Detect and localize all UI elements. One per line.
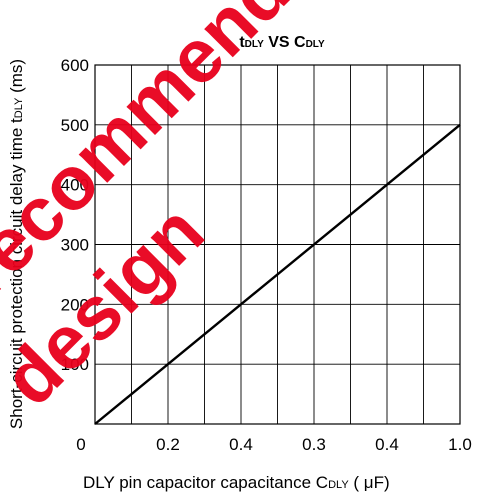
x-axis-label: DLY pin capacitor capacitance CDLY ( μF) (83, 473, 390, 492)
series-line (94, 123, 461, 425)
y-axis-label-unit: (ms) (7, 59, 26, 98)
x-tick-label: 0 (76, 435, 85, 454)
y-tick-label: 600 (61, 56, 89, 75)
x-tick-label: 0.2 (156, 435, 180, 454)
watermark: recommend design (0, 0, 307, 422)
y-tick-label: 100 (61, 355, 89, 374)
y-tick-label: 500 (61, 116, 89, 135)
title-part-t: t (239, 34, 245, 51)
title-sub-dly-2: DLY (306, 39, 325, 50)
x-axis-label-sub: DLY (328, 479, 349, 491)
x-tick-label: 0.4 (375, 435, 399, 454)
x-tick-label: 0.4 (229, 435, 253, 454)
x-tick-label: 1.0 (448, 435, 472, 454)
x-tick-label: 0.3 (302, 435, 326, 454)
title-part-vs-c: VS C (264, 34, 306, 51)
y-axis-label: Short-circuit protection circuit delay t… (7, 59, 26, 429)
plot-frame (94, 64, 461, 425)
x-axis-label-main: DLY pin capacitor capacitance C (83, 473, 328, 492)
grid-lines (95, 65, 460, 424)
title-sub-dly-1: DLY (245, 39, 264, 50)
y-tick-label: 200 (61, 295, 89, 314)
y-axis-label-main: Short-circuit protection circuit delay t… (7, 118, 26, 429)
y-tick-label: 300 (61, 236, 89, 255)
x-axis-label-unit: ( μF) (349, 473, 390, 492)
chart-title: tDLY VS CDLY (239, 34, 325, 51)
y-tick-label: 400 (61, 176, 89, 195)
y-tick-labels: 100 200 300 400 500 600 (61, 56, 89, 374)
x-tick-labels: 0 0.2 0.4 0.3 0.4 1.0 (76, 435, 472, 454)
y-axis-label-sub: DLY (13, 97, 25, 118)
